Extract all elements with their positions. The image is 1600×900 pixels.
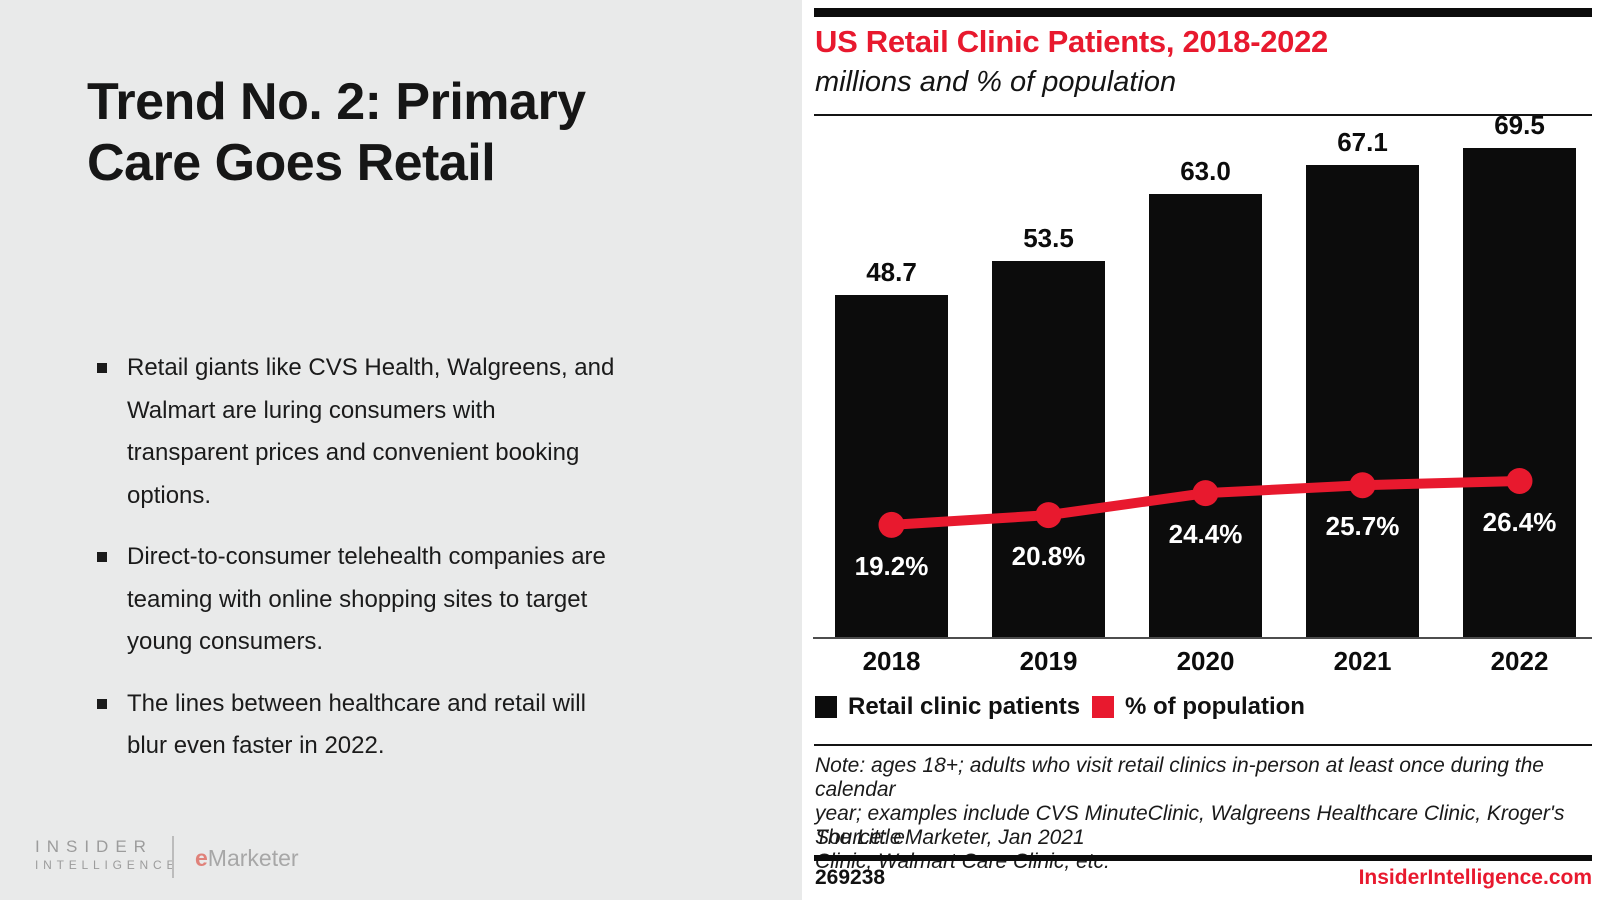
- bullet-list: Retail giants like CVS Health, Walgreens…: [95, 347, 735, 787]
- x-axis-label-2020: 2020: [1176, 646, 1235, 676]
- bullet-square-icon: [97, 698, 107, 709]
- pct-label-2022: 26.4%: [1482, 506, 1557, 537]
- emarketer-logo: eMarketer: [195, 845, 299, 871]
- bar-value-label: 67.1: [1337, 126, 1388, 157]
- bullet-square-icon: [97, 552, 107, 562]
- pct-label-2018: 19.2%: [854, 550, 929, 581]
- chart-header-rule: [814, 114, 1592, 116]
- chart-top-rule: [814, 8, 1592, 17]
- bullet-item-1: Retail giants like CVS Health, Walgreens…: [95, 347, 735, 517]
- footer-logos: INSIDER INTELLIGENCE eMarketer: [35, 836, 299, 886]
- bar-2022: [1463, 148, 1576, 638]
- bullet-item-2: Direct-to-consumer telehealth companies …: [95, 536, 735, 664]
- note-rule: [814, 744, 1592, 746]
- logo-divider: [172, 836, 174, 878]
- legend-label: Retail clinic patients: [848, 693, 1081, 720]
- legend-item-pct-of-population: % of population: [1092, 693, 1305, 721]
- note-line: Note: ages 18+; adults who visit retail …: [815, 754, 1544, 801]
- chart-title: US Retail Clinic Patients, 2018-2022: [815, 24, 1328, 59]
- insider-logo-line1: INSIDER: [35, 837, 153, 856]
- chart-source: Source: eMarketer, Jan 2021: [815, 826, 1085, 849]
- x-axis-line: [813, 637, 1592, 639]
- site-link[interactable]: InsiderIntelligence.com: [1358, 866, 1592, 889]
- bar-value-label: 69.5: [1494, 110, 1545, 141]
- chart-id: 269238: [815, 866, 886, 889]
- footer-rule: [814, 855, 1592, 861]
- bar-2020: [1149, 193, 1262, 638]
- bar-value-label: 53.5: [1023, 222, 1074, 253]
- slide-title: Trend No. 2: Primary Care Goes Retail: [87, 73, 586, 192]
- emarketer-logo-text: Marketer: [207, 845, 299, 871]
- legend-label: % of population: [1125, 693, 1305, 720]
- bar-value-label: 63.0: [1180, 155, 1231, 186]
- x-axis-label-2021: 2021: [1333, 646, 1392, 676]
- left-panel: Trend No. 2: Primary Care Goes Retail Re…: [0, 0, 802, 900]
- bullet-square-icon: [97, 363, 107, 373]
- pct-label-2019: 20.8%: [1011, 541, 1086, 572]
- pct-label-2021: 25.7%: [1325, 511, 1400, 542]
- note-line: year; examples include CVS MinuteClinic,…: [815, 802, 1565, 849]
- bar-value-label: 48.7: [866, 256, 917, 287]
- insider-logo-line2: INTELLIGENCE: [35, 858, 180, 872]
- bar-2021: [1306, 164, 1419, 638]
- insider-intelligence-logo: INSIDER INTELLIGENCE: [35, 836, 179, 872]
- x-axis-label-2018: 2018: [862, 646, 921, 676]
- bar-2018: [835, 294, 948, 638]
- legend-swatch-black: [815, 696, 837, 718]
- pct-label-2020: 24.4%: [1168, 519, 1243, 550]
- bar-2019: [992, 260, 1105, 638]
- bullet-item-3: The lines between healthcare and retail …: [95, 683, 735, 768]
- legend-item-retail-clinic-patients: Retail clinic patients: [815, 693, 1080, 721]
- x-axis-label-2022: 2022: [1490, 646, 1549, 676]
- emarketer-logo-e: e: [195, 845, 208, 871]
- x-axis-label-2019: 2019: [1019, 646, 1078, 676]
- legend-swatch-red: [1092, 696, 1114, 718]
- chart-note: Note: ages 18+; adults who visit retail …: [815, 754, 1600, 874]
- chart-subtitle: millions and % of population: [815, 66, 1177, 98]
